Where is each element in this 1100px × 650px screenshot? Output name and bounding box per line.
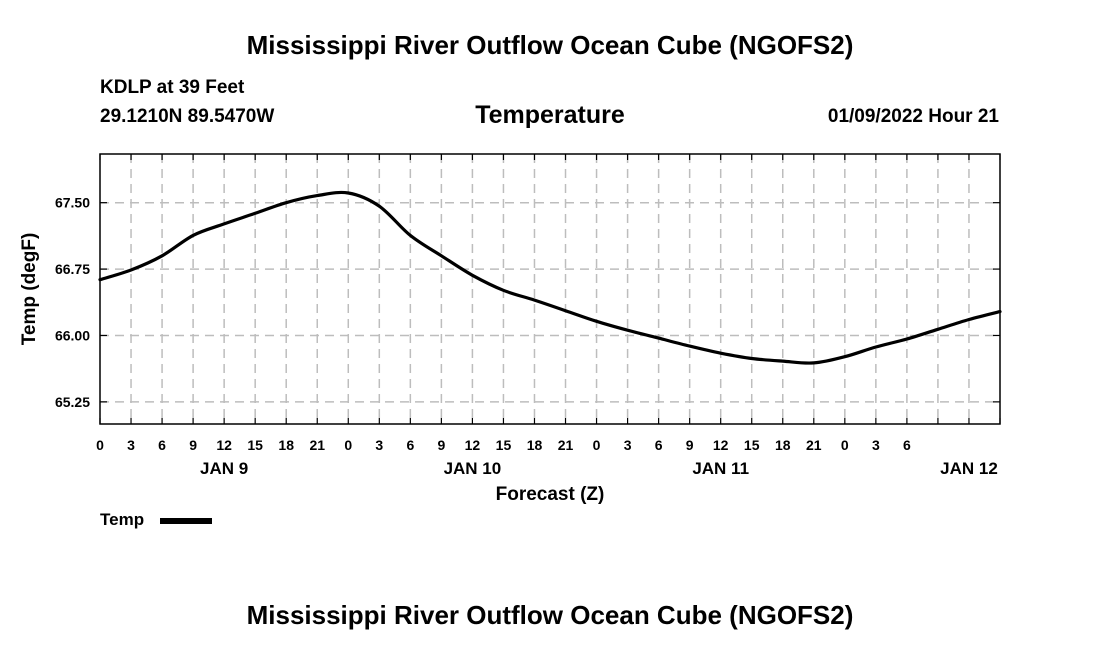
x-tick-label: 3 — [624, 437, 632, 453]
x-tick-label: 21 — [309, 437, 325, 453]
x-date-label: JAN 11 — [692, 459, 749, 478]
x-tick-label: 3 — [872, 437, 880, 453]
tick-layer — [99, 154, 1001, 424]
legend-label: Temp — [100, 510, 145, 529]
y-tick-label: 67.50 — [55, 195, 90, 211]
x-axis-title: Forecast (Z) — [496, 484, 605, 505]
x-tick-label: 0 — [593, 437, 601, 453]
x-tick-label: 12 — [465, 437, 481, 453]
label-layer: 0 3 6 9 12 15 18 21 0 3 6 9 12 15 18 21 0 3 6 9 12 15 18 21 0 3 66… — [55, 195, 998, 478]
x-tick-label: 6 — [406, 437, 414, 453]
x-tick-label: 9 — [437, 437, 445, 453]
x-tick-label: 21 — [558, 437, 574, 453]
x-tick-label: 0 — [96, 437, 104, 453]
x-date-label: JAN 10 — [444, 459, 502, 478]
x-tick-label: 18 — [278, 437, 294, 453]
x-tick-label: 3 — [375, 437, 383, 453]
x-tick-label: 9 — [189, 437, 197, 453]
x-tick-label: 6 — [903, 437, 911, 453]
x-date-label: JAN 9 — [200, 459, 248, 478]
y-tick-label: 65.25 — [55, 394, 90, 410]
x-tick-label: 3 — [127, 437, 135, 453]
x-tick-label: 21 — [806, 437, 822, 453]
x-tick-label: 9 — [686, 437, 694, 453]
x-tick-label: 15 — [496, 437, 512, 453]
x-tick-label: 15 — [247, 437, 263, 453]
series-layer — [98, 190, 1002, 365]
x-date-label: JAN 12 — [940, 459, 998, 478]
grid-layer — [100, 154, 1000, 424]
timestamp-label: 01/09/2022 Hour 21 — [827, 106, 999, 127]
y-tick-label: 66.75 — [55, 261, 90, 277]
chart-title-bottom: Mississippi River Outflow Ocean Cube (NG… — [246, 600, 854, 630]
x-tick-label: 0 — [344, 437, 352, 453]
x-tick-label: 18 — [527, 437, 543, 453]
y-tick-label: 66.00 — [55, 327, 90, 343]
x-tick-label: 6 — [158, 437, 166, 453]
temp-series-line — [98, 190, 1002, 365]
x-tick-label: 12 — [216, 437, 232, 453]
chart-title-top: Mississippi River Outflow Ocean Cube (NG… — [246, 30, 854, 60]
coordinates-label: 29.1210N 89.5470W — [100, 106, 275, 127]
legend-swatch — [160, 518, 212, 524]
x-tick-label: 0 — [841, 437, 849, 453]
x-tick-label: 6 — [655, 437, 663, 453]
x-tick-label: 18 — [775, 437, 791, 453]
x-tick-label: 15 — [744, 437, 760, 453]
x-tick-label: 12 — [713, 437, 729, 453]
chart-subtitle: Temperature — [475, 101, 625, 129]
y-axis-title: Temp (degF) — [19, 233, 40, 346]
plot-frame — [99, 153, 1001, 425]
station-label: KDLP at 39 Feet — [100, 77, 245, 98]
